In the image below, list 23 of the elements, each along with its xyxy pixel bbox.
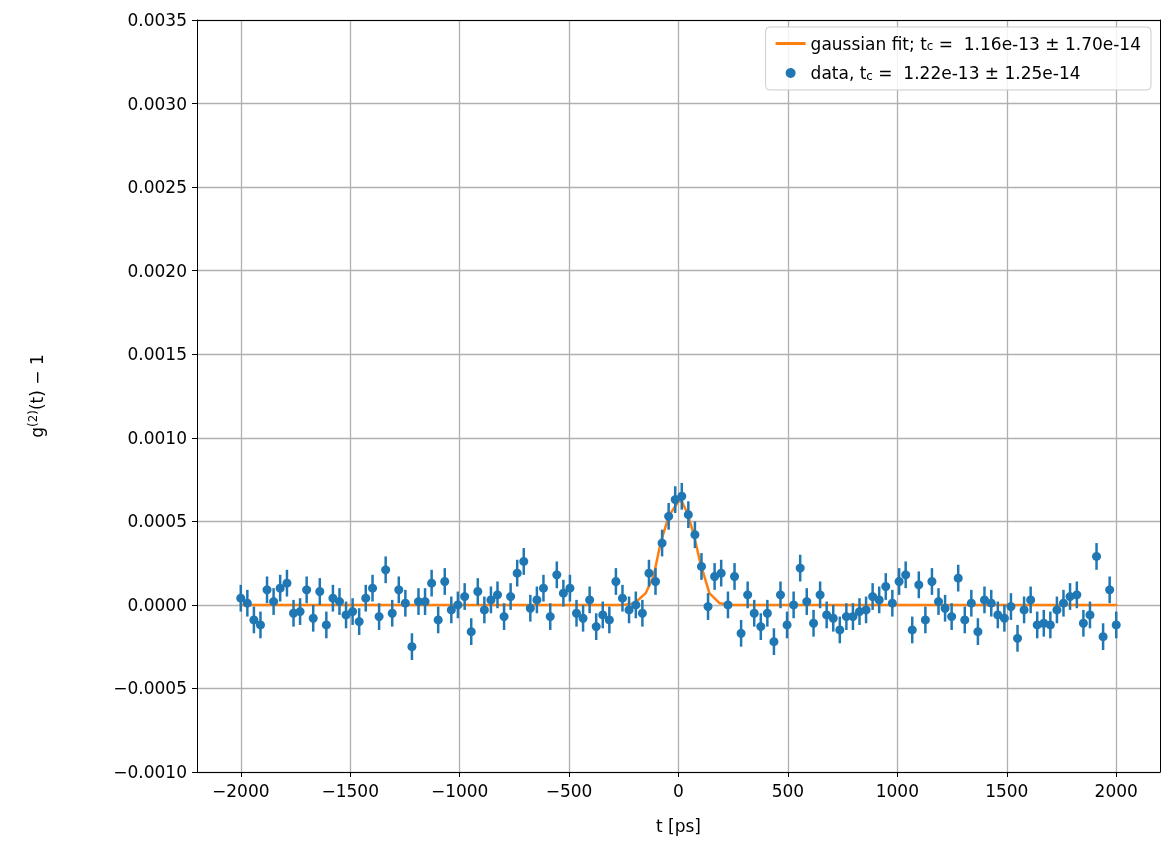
x-tick-label: −1000 [430,780,489,801]
y-tick-label: 0.0020 [127,260,187,281]
y-axis-title: g(2)(t) − 1 [25,354,47,438]
y-tick-label: 0.0035 [127,10,187,30]
y-tick-label: 0.0005 [127,511,187,532]
x-tick-label: 2000 [1094,780,1138,801]
x-tick-label: 1500 [985,780,1029,801]
x-tick-label: −500 [545,780,593,801]
x-tick-label: −2000 [212,780,270,801]
y-tick-label: 0.0030 [127,93,187,114]
y-tick-label: 0.0015 [127,344,187,365]
y-tick-label: −0.0010 [113,762,187,782]
x-tick-label: 1000 [875,780,919,801]
legend-label: gaussian fit; tc = 1.16e-13 ± 1.70e-14 [810,33,1142,54]
x-tick-label: 0 [673,780,684,801]
y-tick-label: 0.0010 [127,427,187,448]
legend-label: data, tc = 1.22e-13 ± 1.25e-14 [810,62,1081,83]
x-axis-title: t [ps] [656,815,701,836]
x-tick-label: −1500 [321,780,379,801]
y-tick-label: 0.0000 [127,594,187,615]
y-tick-label: 0.0025 [127,177,187,198]
x-tick-label: 500 [771,780,805,801]
y-tick-label: −0.0005 [113,678,187,699]
